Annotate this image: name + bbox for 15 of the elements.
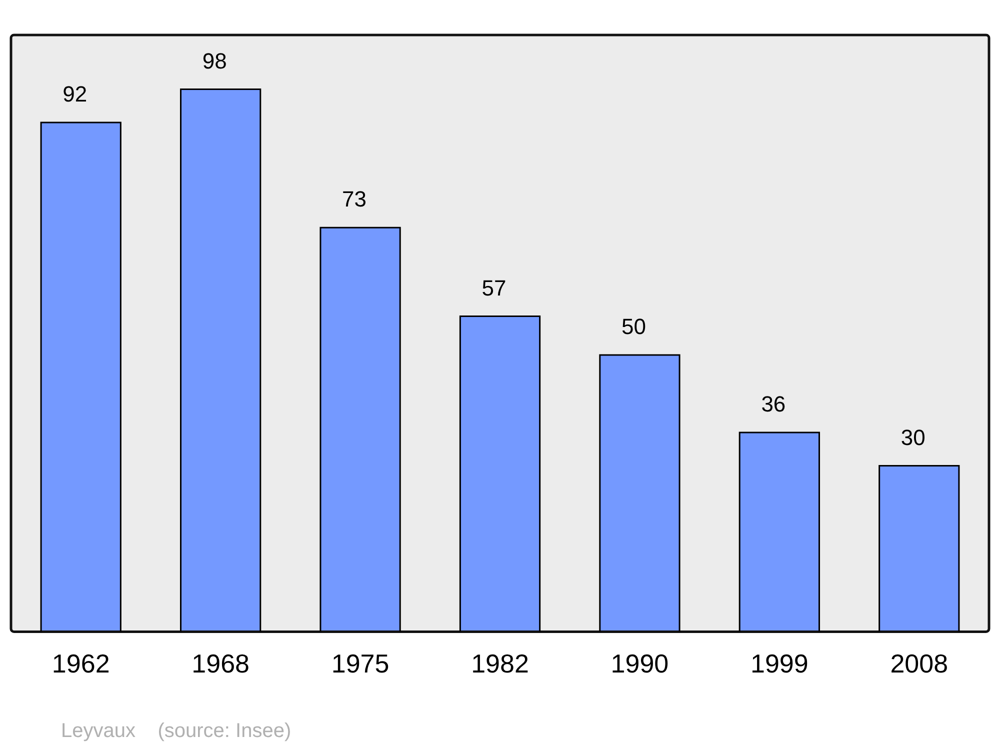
data-label: 73 <box>342 186 367 212</box>
data-label: 98 <box>202 48 227 74</box>
text: Leyvaux (source: Insee) <box>61 720 292 742</box>
x-tick-label: 2008 <box>890 648 948 679</box>
x-tick-label: 1962 <box>52 648 110 679</box>
data-label: 36 <box>761 392 786 417</box>
data-label: 50 <box>621 314 646 340</box>
x-tick-label: 1999 <box>750 648 808 679</box>
data-label: 92 <box>62 82 88 107</box>
data-label: 57 <box>482 275 506 300</box>
data-label: 30 <box>900 424 926 450</box>
x-tick-label: 1982 <box>471 648 529 679</box>
x-tick-label: 1975 <box>331 648 390 679</box>
x-tick-label: 1968 <box>192 648 250 679</box>
x-tick-label: 1990 <box>610 648 669 679</box>
